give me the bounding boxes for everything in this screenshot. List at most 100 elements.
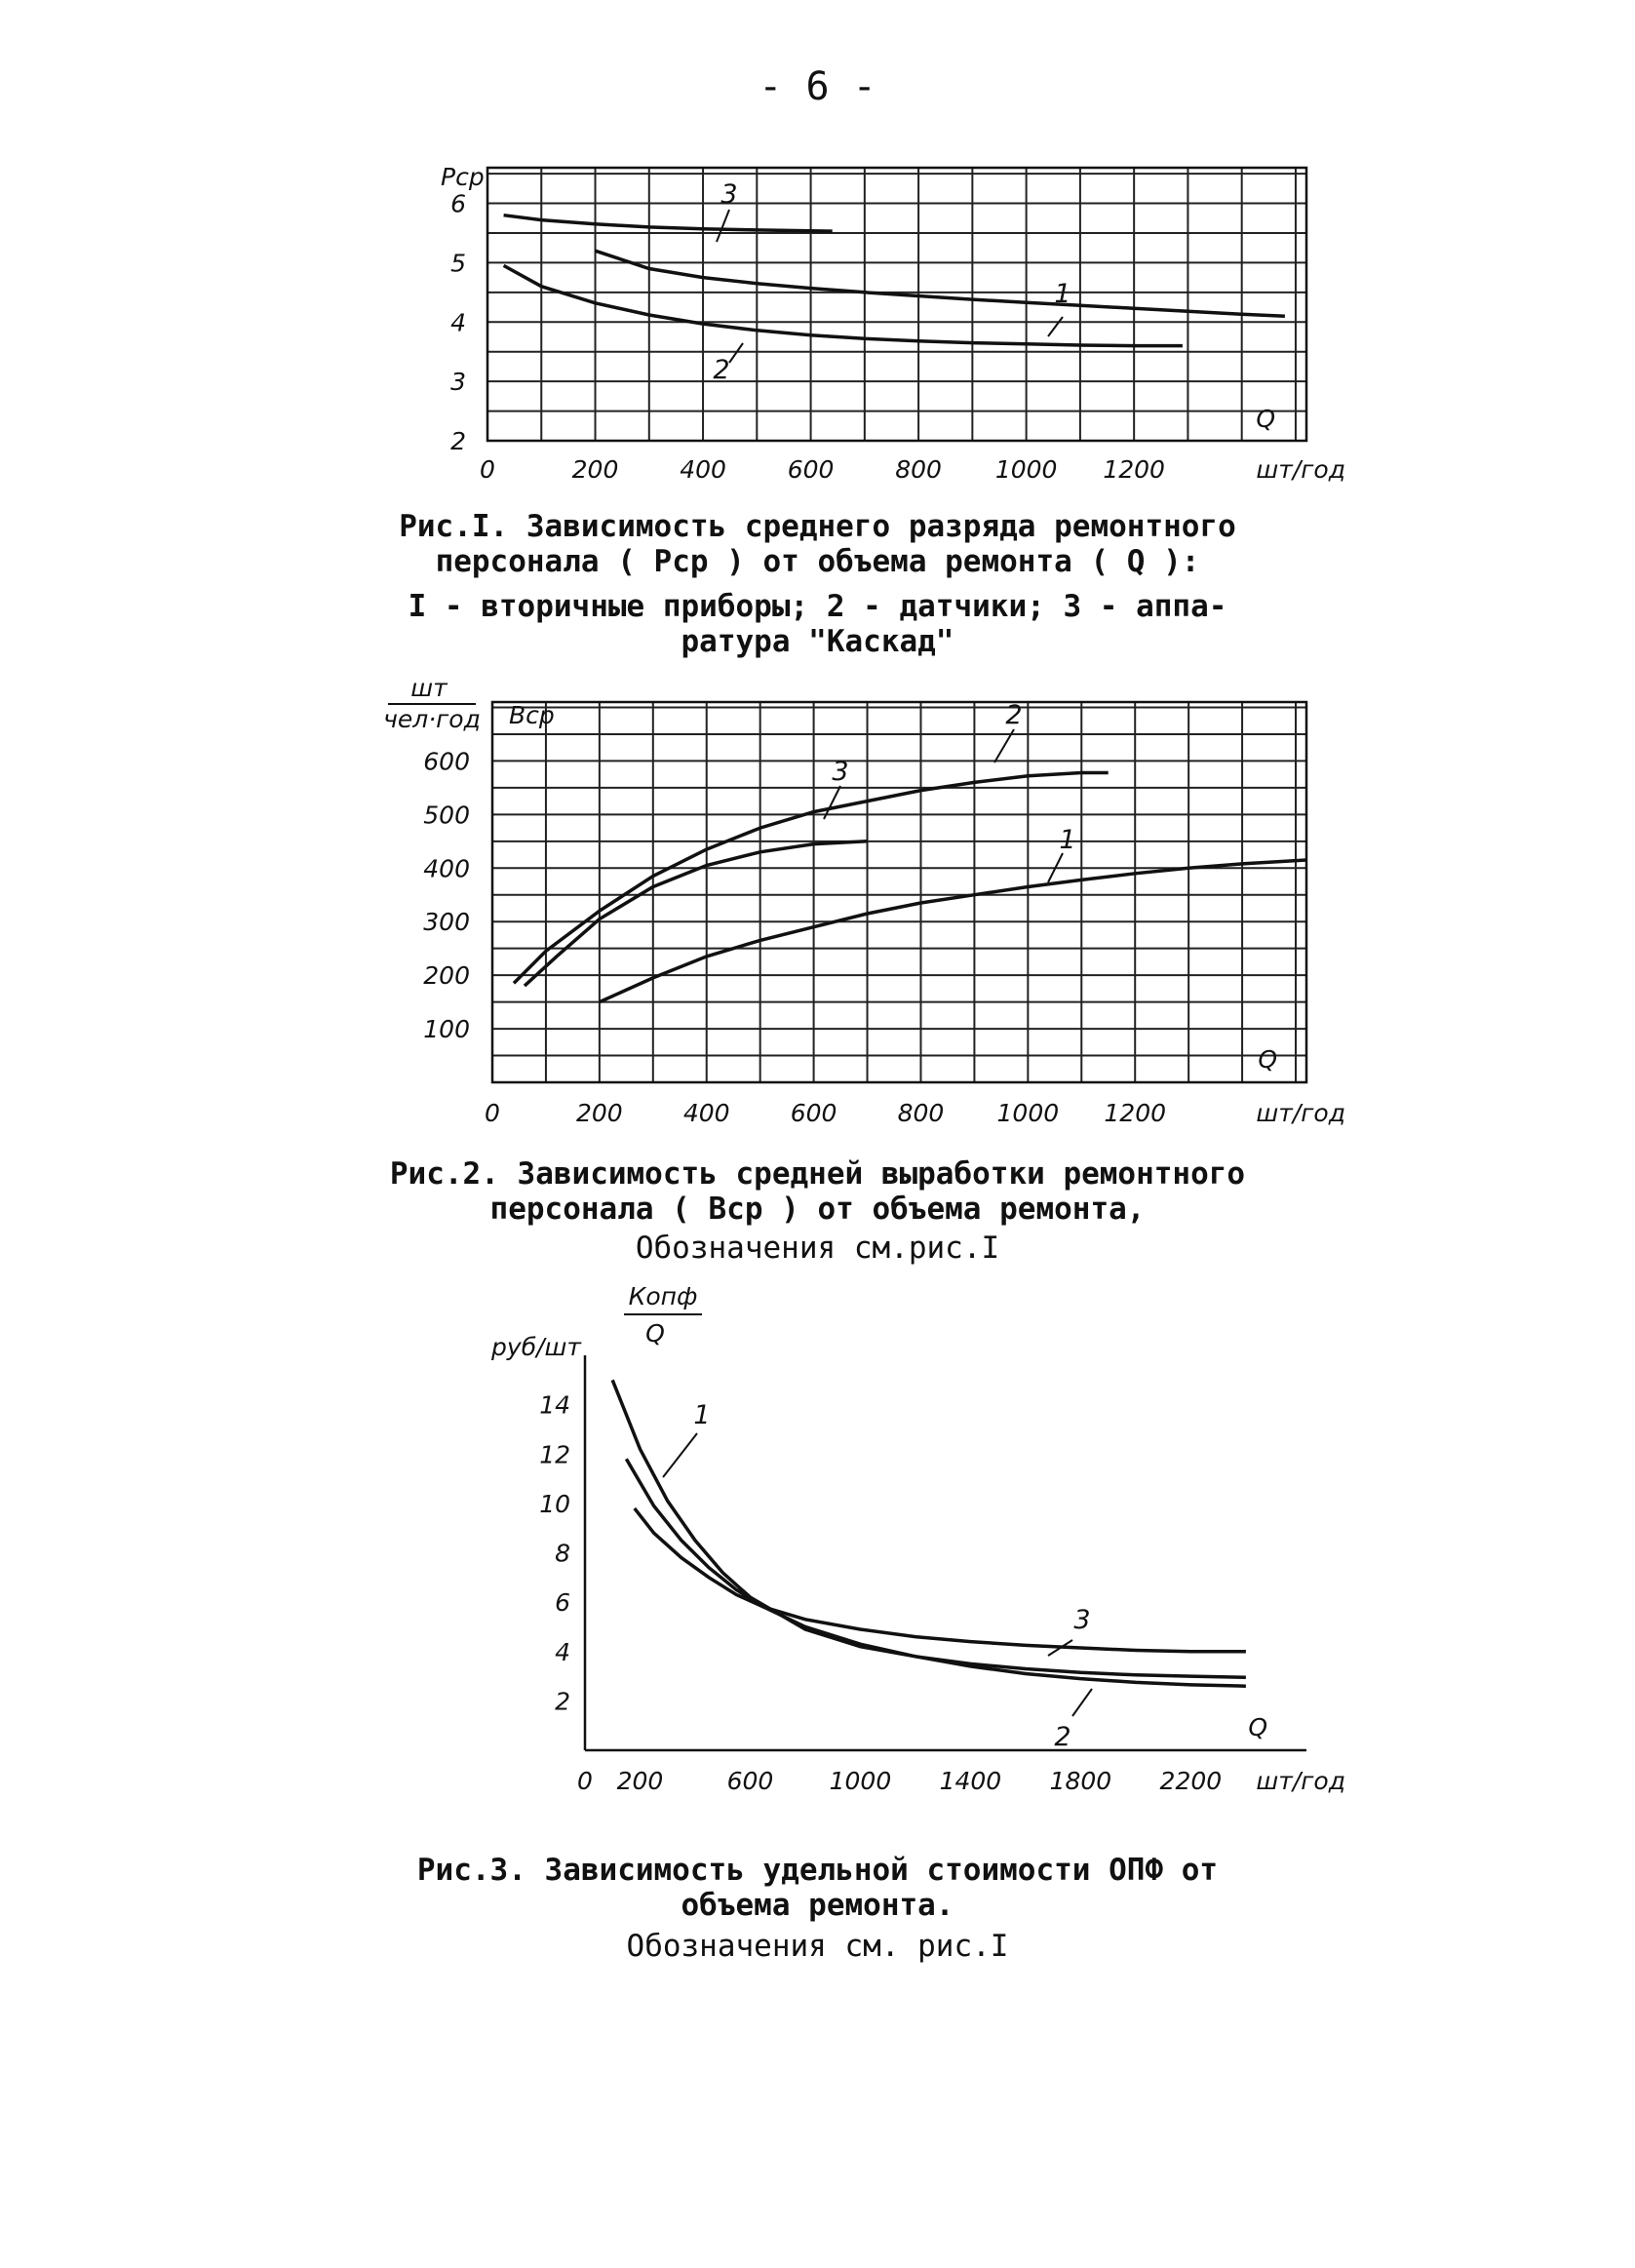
figure-3-legend-line-1: Обозначения см. рис.I	[626, 1929, 1009, 1964]
x-tick-label: 400	[680, 455, 726, 484]
figure-3-caption: Рис.3. Зависимость удельной стоимости ОП…	[0, 1853, 1635, 1923]
series-label-leader	[716, 209, 730, 243]
x-axis-unit: шт/год	[1256, 455, 1345, 484]
series-label-3: 3	[720, 179, 737, 210]
series-line-1	[610, 1379, 1246, 1680]
y-tick-label: 200	[423, 961, 470, 990]
x-tick-label: 0	[485, 1099, 500, 1127]
y-tick-label: 12	[539, 1440, 570, 1468]
series-line-3	[503, 213, 833, 233]
y-tick-label: 500	[423, 801, 470, 829]
x-tick-label: 0	[577, 1767, 593, 1795]
x-tick-label: 1400	[940, 1767, 1002, 1795]
chart-avg-output: 0 200 400 600 800 1000 1200 100 200 300 400 500 600 Q…	[383, 674, 1345, 1127]
y-tick-label: 5	[450, 249, 466, 277]
y-axis-unit: руб/шт	[490, 1333, 582, 1361]
series-label-leader	[662, 1432, 698, 1478]
series-label-leader	[1047, 316, 1064, 337]
y-tick-label: 4	[555, 1638, 570, 1666]
plot-frame	[490, 700, 1308, 1084]
series-label-1: 1	[1054, 279, 1071, 309]
x-tick-label: 1000	[830, 1767, 892, 1795]
series-label-2: 2	[1005, 700, 1022, 730]
y-tick-label: 14	[539, 1391, 570, 1420]
series-label-1: 1	[693, 1400, 710, 1430]
y-tick-label: 6	[450, 190, 466, 218]
y-tick-label: 300	[423, 908, 470, 936]
series-label-leader	[1047, 1639, 1073, 1657]
series-label-3: 3	[832, 757, 848, 787]
x-tick-label: 200	[576, 1099, 623, 1127]
series-label-leader	[728, 342, 744, 364]
y-label-denominator: Q	[645, 1319, 665, 1348]
x-axis-unit: шт/год	[1256, 1767, 1345, 1795]
y-tick-label: 8	[555, 1540, 570, 1568]
y-axis-label: Bср	[509, 701, 555, 729]
x-tick-label: 1800	[1050, 1767, 1112, 1795]
series-label-leader	[1047, 852, 1064, 883]
x-tick-label: 400	[683, 1099, 730, 1127]
figure-2-caption-line-2: персонала ( Bср ) от объема ремонта,	[489, 1192, 1146, 1227]
x-axis-label: Q	[1248, 1713, 1267, 1741]
y-unit-numerator: шт	[410, 674, 448, 702]
series-label-3: 3	[1073, 1605, 1090, 1635]
y-tick-label: 400	[423, 854, 470, 882]
figure-1-legend: I - вторичные приборы; 2 - датчики; 3 - …	[0, 589, 1635, 659]
y-tick-label: 100	[423, 1015, 470, 1043]
figure-1-caption: Рис.I. Зависимость среднего разряда ремо…	[0, 509, 1635, 579]
x-tick-label: 1000	[995, 455, 1058, 484]
y-tick-label: 4	[450, 308, 466, 336]
x-tick-label: 200	[617, 1767, 664, 1795]
x-tick-label: 1000	[997, 1099, 1060, 1127]
series-line-3	[523, 840, 868, 988]
figure-1-legend-line-2: ратура "Каскад"	[681, 624, 954, 659]
x-tick-label: 200	[572, 455, 619, 484]
y-tick-label: 2	[450, 427, 466, 455]
x-tick-label: 1200	[1104, 1099, 1166, 1127]
figure-2-caption: Рис.2. Зависимость средней выработки рем…	[0, 1156, 1635, 1227]
x-axis-label: Q	[1256, 405, 1275, 433]
x-tick-label: 800	[898, 1099, 945, 1127]
y-tick-label: 2	[555, 1687, 570, 1715]
figure-2-legend-line-1: Обозначения см.рис.I	[635, 1231, 1000, 1266]
x-tick-label: 600	[791, 1099, 837, 1127]
y-tick-label: 10	[539, 1490, 570, 1518]
figure-2-caption-line-1: Рис.2. Зависимость средней выработки рем…	[389, 1156, 1246, 1192]
x-axis-unit: шт/год	[1256, 1099, 1345, 1127]
series-line-1	[594, 249, 1285, 318]
chart-unit-cost: 0 200 600 1000 1400 1800 22002468101214Qшт/год…	[490, 1282, 1345, 1795]
y-unit-denominator: чел·год	[383, 705, 481, 733]
x-axis-label: Q	[1258, 1045, 1277, 1074]
series-line-1	[599, 858, 1307, 1004]
figure-1-caption-line-2: персонала ( Pср ) от объема ремонта ( Q …	[435, 544, 1200, 579]
y-axis-label: Pср	[441, 163, 485, 191]
page-number: - 6 -	[759, 64, 876, 109]
y-tick-label: 3	[450, 368, 466, 396]
series-label-leader	[823, 785, 841, 820]
chart-avg-grade: 0 200 400 600 800 1000 1200 2 3 4 5 6 Qшт/год Pср 1 2 3	[441, 163, 1345, 484]
series-label-leader	[993, 728, 1015, 763]
plot-frame	[486, 166, 1308, 443]
figure-3-caption-line-1: Рис.3. Зависимость удельной стоимости ОП…	[416, 1853, 1219, 1888]
y-tick-label: 6	[555, 1588, 570, 1617]
figure-3-legend: Обозначения см. рис.I	[0, 1929, 1635, 1964]
x-tick-label: 600	[727, 1767, 774, 1795]
figure-2-legend: Обозначения см.рис.I	[0, 1231, 1635, 1266]
figure-1-caption-line-1: Рис.I. Зависимость среднего разряда ремо…	[399, 509, 1236, 544]
y-tick-label: 600	[423, 747, 470, 775]
series-line-2	[624, 1458, 1246, 1688]
x-tick-label: 600	[788, 455, 835, 484]
figure-1-legend-line-1: I - вторичные приборы; 2 - датчики; 3 - …	[408, 589, 1227, 624]
series-line-2	[512, 770, 1109, 985]
x-tick-label: 800	[895, 455, 942, 484]
figure-3-caption-line-2: объема ремонта.	[681, 1888, 954, 1923]
y-label-numerator: Копф	[629, 1282, 698, 1310]
x-tick-label: 0	[480, 455, 495, 484]
series-line-3	[633, 1506, 1246, 1654]
series-label-1: 1	[1059, 825, 1075, 855]
series-label-leader	[1071, 1688, 1093, 1717]
x-tick-label: 2200	[1160, 1767, 1223, 1795]
series-line-2	[502, 263, 1183, 348]
x-tick-label: 1200	[1103, 455, 1165, 484]
series-label-2: 2	[1054, 1722, 1071, 1752]
